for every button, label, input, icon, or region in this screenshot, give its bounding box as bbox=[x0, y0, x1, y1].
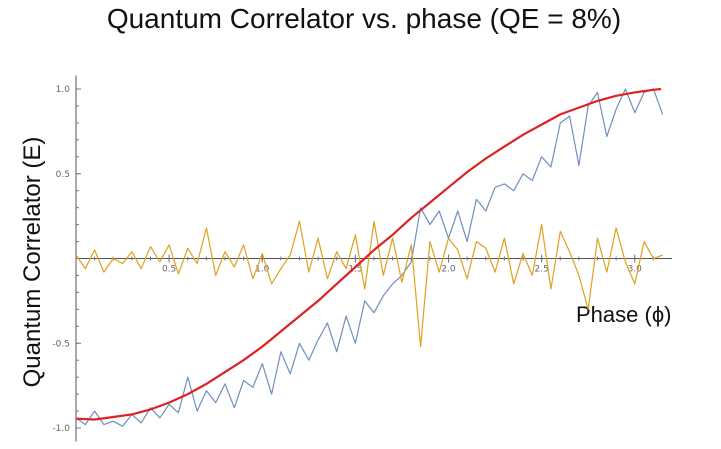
x-tick-label: 1.0 bbox=[255, 265, 270, 275]
y-tick-label: -0.5 bbox=[52, 339, 70, 349]
x-tick-label: 0.5 bbox=[162, 265, 176, 275]
x-tick-label: 2.5 bbox=[534, 265, 548, 275]
fit-curve-line bbox=[75, 87, 662, 421]
y-tick-label: 0.5 bbox=[56, 170, 70, 180]
y-tick-label: -1.0 bbox=[52, 424, 70, 434]
difference-series-line bbox=[75, 220, 663, 348]
data-series-line bbox=[75, 88, 664, 427]
x-tick-label: 1.5 bbox=[348, 265, 362, 275]
y-axis-label: Quantum Correlator (E) bbox=[19, 137, 46, 388]
x-tick-label: 3.0 bbox=[628, 265, 643, 275]
y-tick-label: 1.0 bbox=[56, 85, 71, 95]
chart-title: Quantum Correlator vs. phase (QE = 8%) bbox=[107, 3, 621, 34]
x-tick-label: 2.0 bbox=[441, 265, 456, 275]
series-lines bbox=[75, 87, 664, 427]
axis-ticks: 0.5 1.0 1.5 2.0 2.5 3.0 -1.0 -0.5 0.5 1.0 bbox=[52, 85, 654, 434]
x-axis-label: Phase (ϕ) bbox=[576, 302, 671, 327]
